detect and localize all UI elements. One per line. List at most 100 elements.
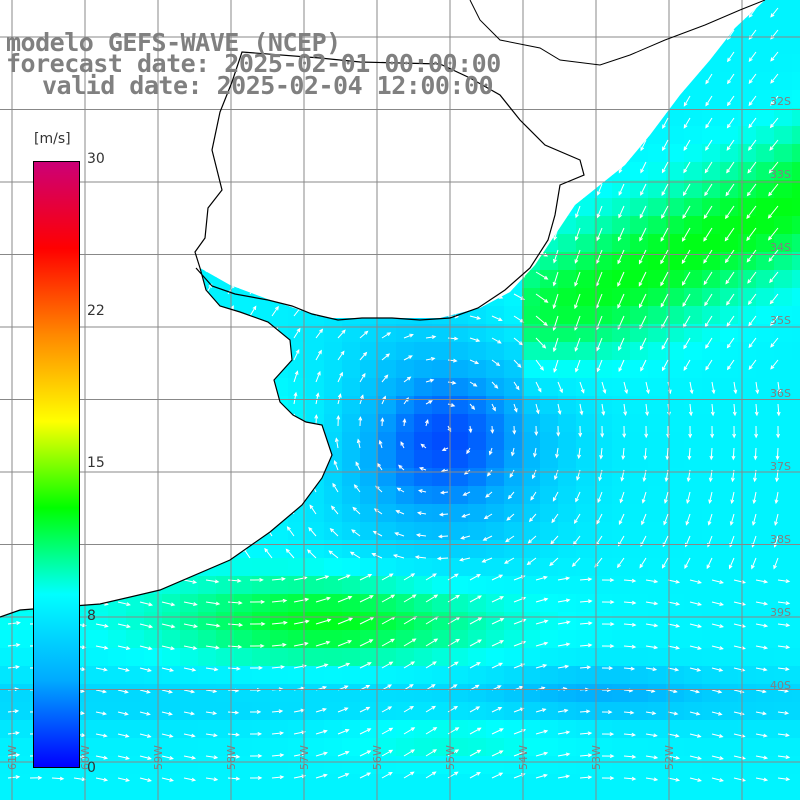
- wind-arrow: [662, 95, 669, 107]
- wind-cell: [270, 234, 289, 253]
- wind-cell: [738, 774, 757, 793]
- wind-cell: [684, 756, 703, 775]
- wind-cell: [0, 792, 19, 800]
- wind-arrow: [711, 777, 724, 782]
- longitude-label: 54W: [517, 745, 530, 770]
- wind-cell: [666, 324, 685, 343]
- wind-cell: [738, 486, 757, 505]
- wind-cell: [486, 126, 505, 145]
- wind-arrow: [660, 227, 669, 242]
- wind-arrow: [95, 579, 109, 584]
- wind-arrow: [117, 623, 131, 629]
- wind-cell: [792, 234, 800, 253]
- wind-cell: [324, 504, 343, 523]
- wind-cell: [774, 702, 793, 721]
- wind-cell: [630, 306, 649, 325]
- wind-cell: [126, 648, 145, 667]
- wind-cell: [360, 540, 379, 559]
- wind-cell: [792, 576, 800, 595]
- wind-cell: [648, 522, 667, 541]
- wind-arrow: [527, 535, 537, 544]
- wind-arrow: [249, 2, 262, 9]
- wind-cell: [216, 216, 235, 235]
- wind-cell: [666, 270, 685, 289]
- wind-cell: [522, 144, 541, 163]
- wind-cell: [486, 738, 505, 757]
- wind-arrow: [139, 369, 144, 383]
- wind-cell: [306, 288, 325, 307]
- wind-arrow: [205, 304, 212, 317]
- wind-arrow: [683, 359, 691, 371]
- wind-cell: [630, 450, 649, 469]
- wind-arrow: [425, 400, 433, 405]
- wind-arrow: [117, 689, 129, 694]
- wind-arrow: [425, 356, 436, 361]
- wind-arrow: [663, 491, 669, 504]
- wind-arrow: [748, 315, 757, 327]
- wind-cell: [342, 648, 361, 667]
- wind-arrow: [490, 425, 495, 434]
- wind-cell: [432, 216, 451, 235]
- wind-arrow: [640, 29, 647, 42]
- wind-cell: [702, 558, 721, 577]
- wind-cell: [540, 108, 559, 127]
- wind-cell: [702, 54, 721, 73]
- wind-cell: [108, 648, 127, 667]
- wind-arrow: [270, 413, 275, 427]
- wind-cell: [414, 576, 433, 595]
- wind-arrow: [95, 777, 109, 782]
- wind-cell: [414, 558, 433, 577]
- wind-cell: [396, 126, 415, 145]
- wind-cell: [198, 594, 217, 613]
- wind-cell: [0, 720, 19, 739]
- wind-cell: [702, 72, 721, 91]
- wind-cell: [756, 18, 775, 37]
- wind-arrow: [227, 2, 240, 9]
- wind-cell: [720, 720, 739, 739]
- wind-cell: [378, 216, 397, 235]
- wind-arrow: [597, 161, 603, 174]
- wind-cell: [756, 252, 775, 271]
- wind-cell: [666, 792, 685, 800]
- wind-arrow: [491, 596, 505, 603]
- colorbar-unit: [m/s]: [34, 131, 71, 147]
- wind-arrow: [469, 6, 483, 11]
- wind-cell: [252, 216, 271, 235]
- wind-cell: [450, 666, 469, 685]
- wind-cell: [36, 792, 55, 800]
- wind-cell: [144, 144, 163, 163]
- wind-arrow: [351, 529, 361, 537]
- wind-cell: [288, 792, 307, 800]
- wind-cell: [54, 774, 73, 793]
- wind-cell: [702, 774, 721, 793]
- wind-cell: [486, 234, 505, 253]
- wind-arrow: [777, 601, 791, 606]
- wind-cell: [144, 666, 163, 685]
- wind-cell: [216, 756, 235, 775]
- wind-cell: [126, 738, 145, 757]
- wind-cell: [774, 648, 793, 667]
- wind-arrow: [618, 359, 625, 373]
- wind-arrow: [359, 114, 372, 119]
- wind-arrow: [575, 183, 581, 196]
- wind-cell: [162, 414, 181, 433]
- wind-cell: [576, 288, 595, 307]
- wind-cell: [684, 324, 703, 343]
- wind-cell: [774, 504, 793, 523]
- wind-arrow: [747, 271, 757, 284]
- wind-cell: [450, 324, 469, 343]
- wind-arrow: [95, 108, 105, 119]
- wind-arrow: [777, 777, 791, 782]
- wind-cell: [252, 0, 271, 19]
- wind-cell: [252, 414, 271, 433]
- wind-cell: [450, 774, 469, 793]
- wind-arrow: [114, 456, 119, 471]
- wind-arrow: [161, 369, 166, 383]
- wind-cell: [270, 414, 289, 433]
- wind-cell: [594, 738, 613, 757]
- wind-cell: [216, 378, 235, 397]
- wind-cell: [648, 396, 667, 415]
- wind-cell: [630, 504, 649, 523]
- wind-cell: [198, 684, 217, 703]
- wind-cell: [684, 180, 703, 199]
